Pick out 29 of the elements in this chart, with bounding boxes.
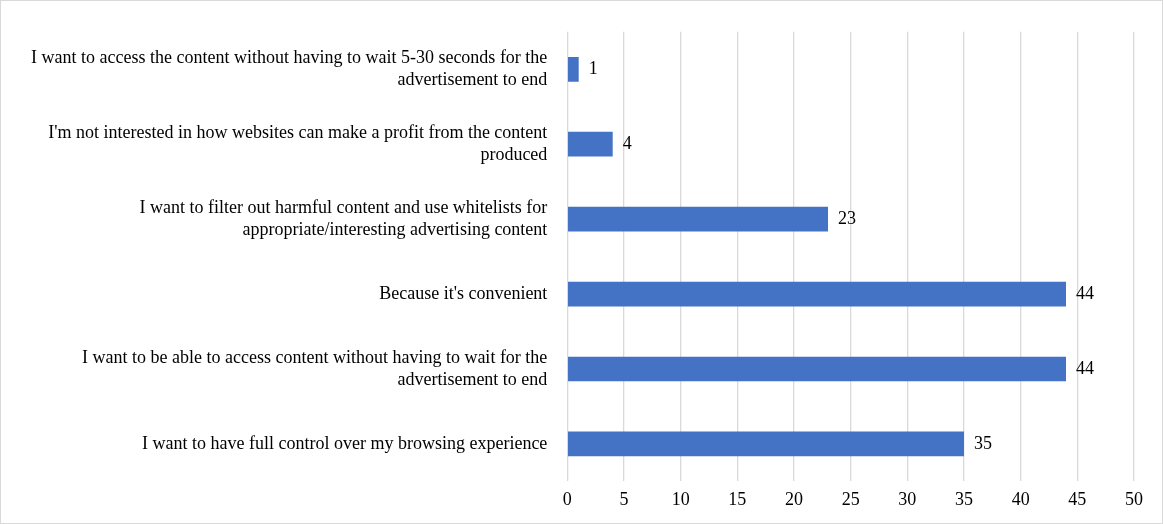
bar xyxy=(568,281,1066,307)
bar xyxy=(568,206,829,232)
data-label: 35 xyxy=(974,432,993,453)
x-tick-label: 45 xyxy=(1068,488,1087,509)
y-tick-label: I want to be able to access content without having to wait for the advertisement to end xyxy=(81,346,548,389)
x-tick-label: 35 xyxy=(955,488,974,509)
y-tick-label: I'm not interested in how websites can make a profit from the content produced xyxy=(48,122,548,164)
x-tick-label: 40 xyxy=(1011,488,1030,509)
y-tick-label: I want to filter out harmful content and use whitelists for appropriate/interesting advertising content xyxy=(139,197,548,239)
bar xyxy=(568,356,1066,382)
bar xyxy=(568,131,613,157)
data-label: 44 xyxy=(1076,357,1094,378)
x-tick-label: 20 xyxy=(785,488,804,509)
x-tick-label: 5 xyxy=(619,488,629,509)
data-label: 23 xyxy=(838,207,857,228)
x-tick-label: 10 xyxy=(671,488,690,509)
x-tick-label: 25 xyxy=(841,488,860,509)
data-label: 1 xyxy=(588,58,598,78)
bar xyxy=(568,56,579,82)
x-tick-label: 30 xyxy=(898,488,917,509)
data-label: 44 xyxy=(1076,282,1094,303)
x-tick-label: 50 xyxy=(1125,488,1143,509)
y-tick-label: I want to have full control over my browsing experience xyxy=(141,432,548,453)
x-tick-label: 0 xyxy=(562,488,572,509)
bar xyxy=(568,431,965,457)
y-tick-label: I want to access the content without having to wait 5-30 seconds for the advertisement to end xyxy=(30,47,548,89)
y-tick-label: Because it's convenient xyxy=(379,282,548,303)
data-label: 4 xyxy=(622,132,632,153)
x-tick-label: 15 xyxy=(728,488,747,509)
